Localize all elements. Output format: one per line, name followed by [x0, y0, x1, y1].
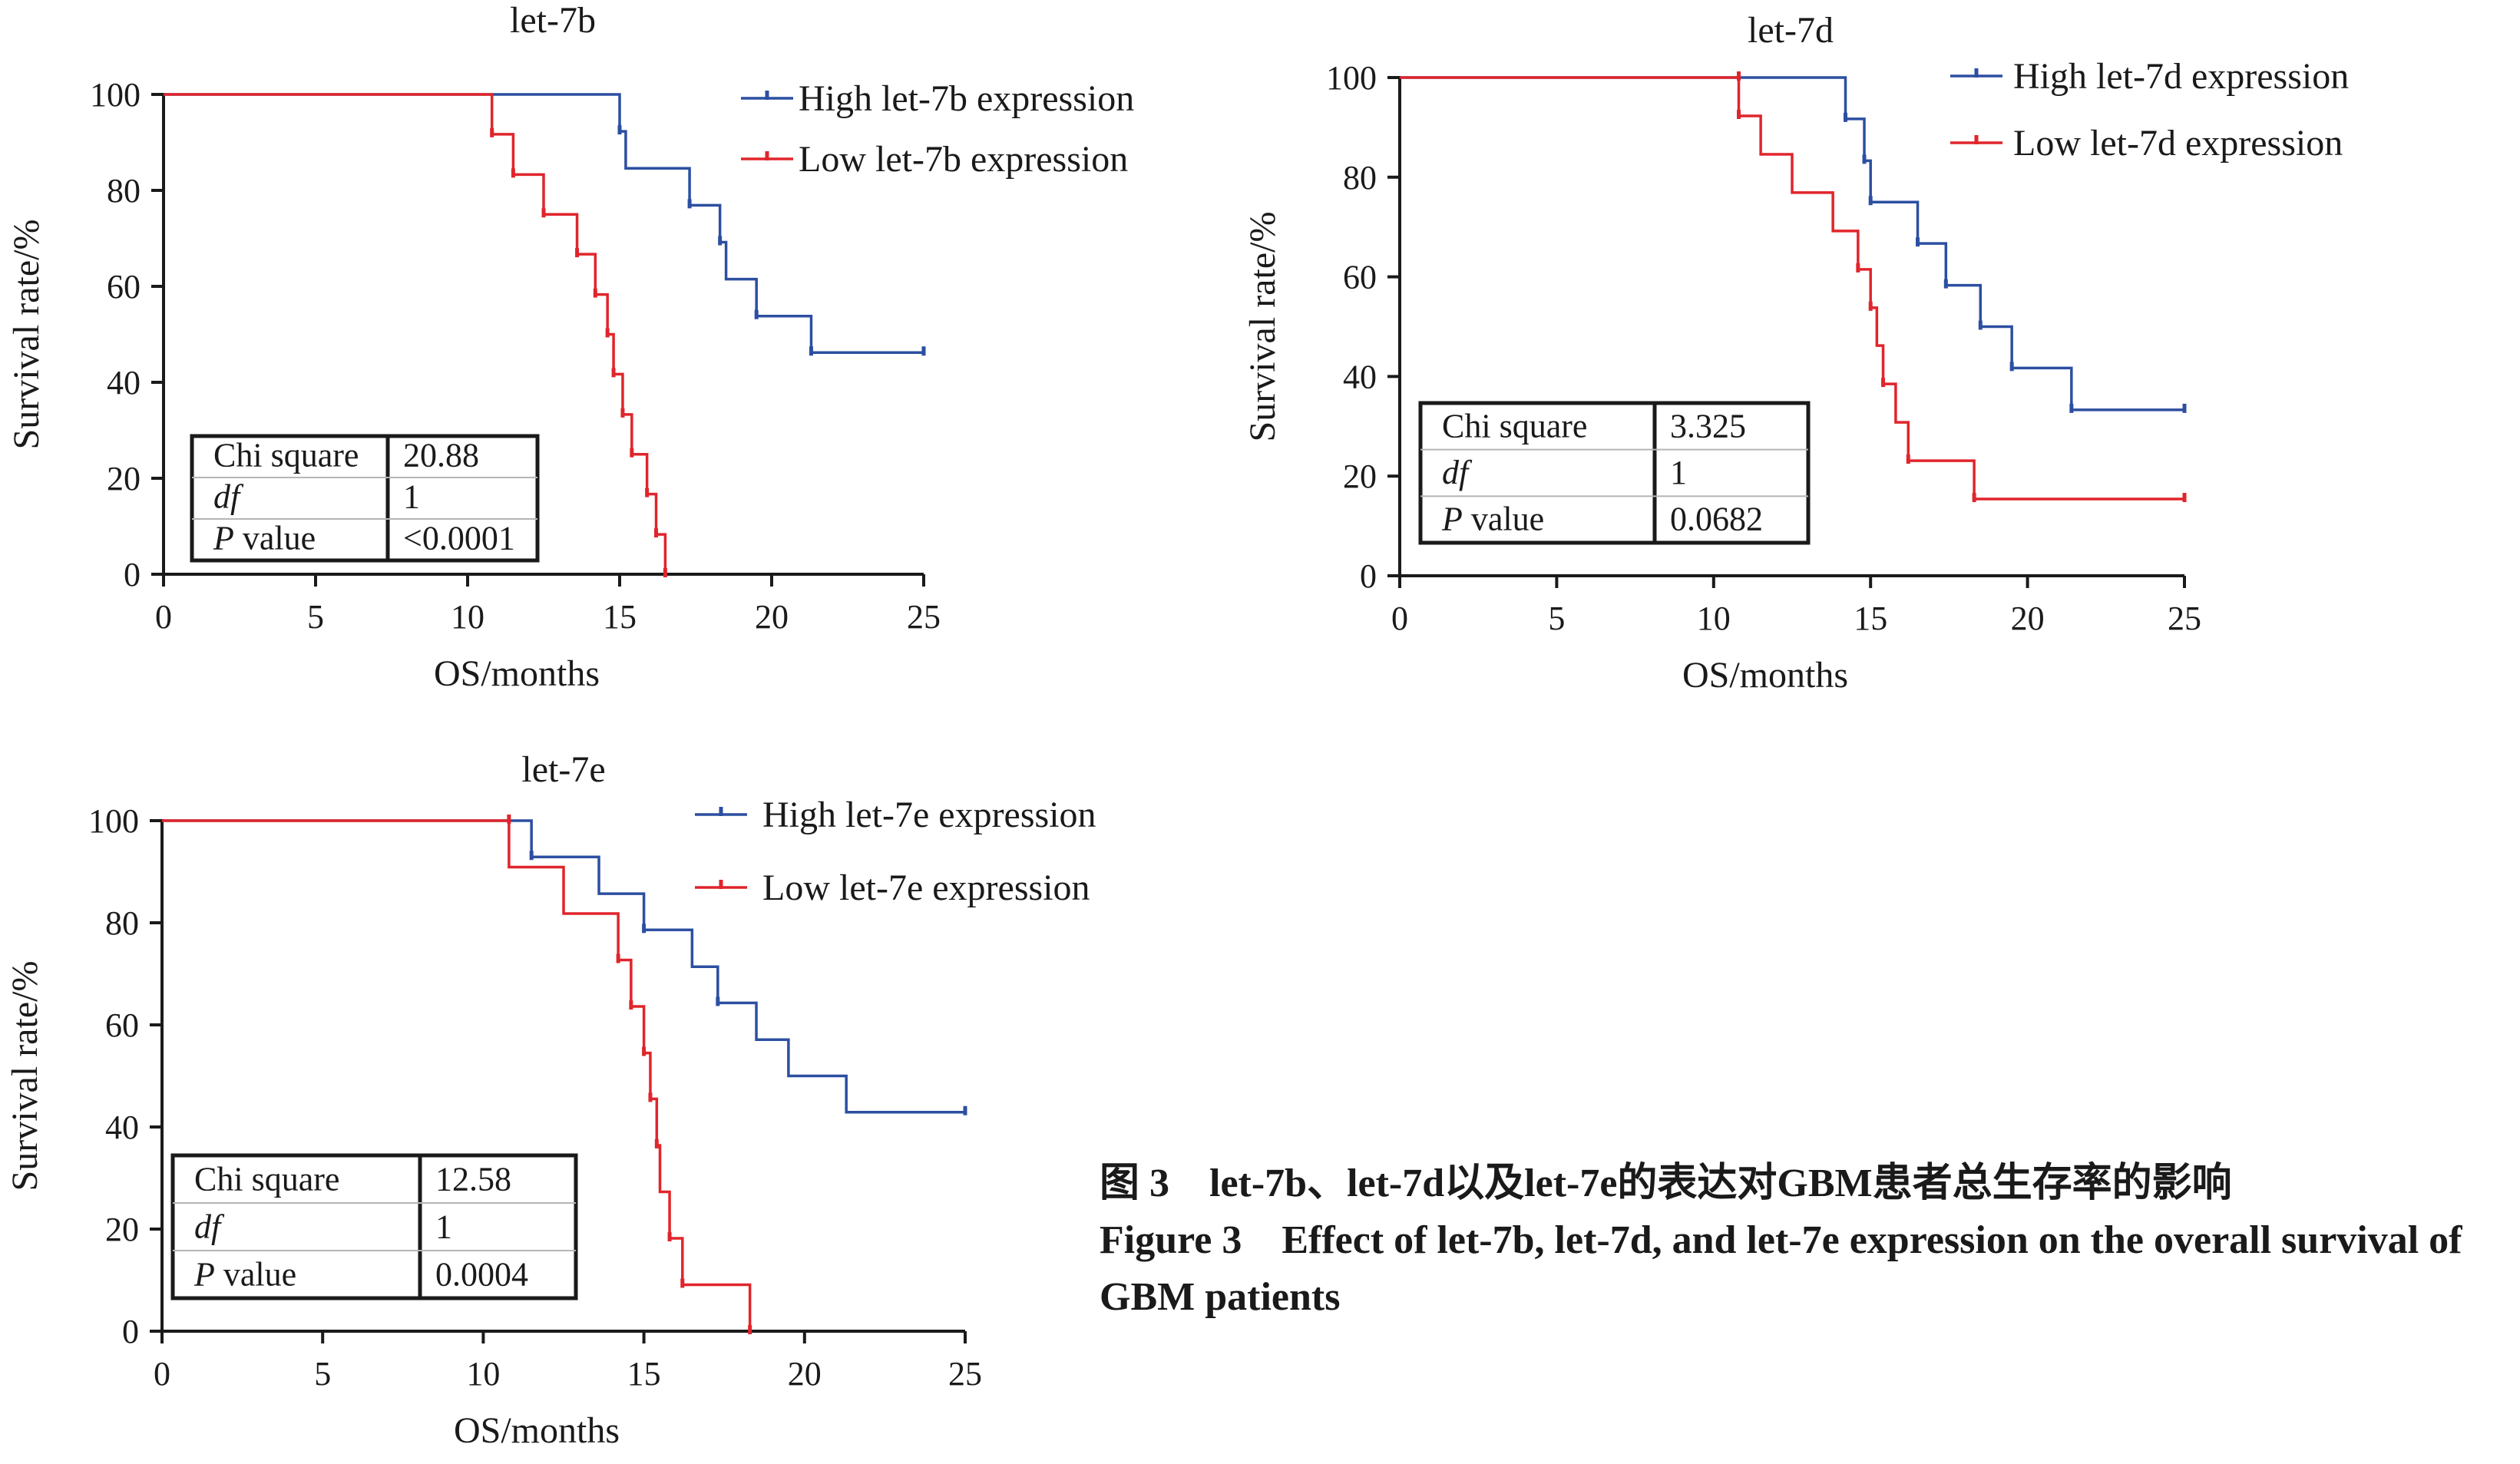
- y-tick-label: 40: [1343, 358, 1377, 395]
- y-tick-label: 20: [107, 460, 141, 497]
- y-tick-label: 0: [122, 1313, 139, 1350]
- stats-row-label: P value: [193, 1255, 296, 1293]
- stats-row-label: Chi square: [194, 1160, 339, 1198]
- stats-row-value: 1: [1670, 454, 1687, 491]
- stats-row-value: 0.0004: [435, 1255, 528, 1293]
- stats-row-value: 20.88: [403, 436, 479, 474]
- y-axis-label: Survival rate/%: [5, 961, 45, 1191]
- x-tick-label: 5: [1548, 600, 1565, 637]
- x-axis-label: OS/months: [454, 1410, 620, 1451]
- x-tick-label: 10: [451, 598, 484, 636]
- x-tick-label: 15: [1854, 600, 1887, 637]
- x-axis-label: OS/months: [1682, 655, 1848, 696]
- y-tick-label: 100: [88, 802, 139, 840]
- km-chart-let-7b: let-7b 0 5 10 15 20 25 0 20 40 60 80 100 OS/months Sur…: [6, 0, 1134, 694]
- y-tick-label: 80: [105, 904, 139, 942]
- stats-row-value: 1: [435, 1208, 452, 1245]
- legend-label-high: High let-7b expression: [799, 78, 1134, 119]
- legend-label-low: Low let-7d expression: [2013, 123, 2343, 164]
- x-tick-label: 25: [2168, 600, 2201, 637]
- chart-title: let-7e: [521, 749, 605, 790]
- figure-caption: 图 3 let-7b、let-7d以及let-7e的表达对GBM患者总生存率的影…: [1100, 1155, 2512, 1326]
- x-tick-label: 0: [1391, 600, 1408, 637]
- x-tick-label: 20: [755, 598, 789, 636]
- x-tick-label: 10: [466, 1355, 500, 1393]
- stats-table: [1418, 401, 1811, 545]
- legend-label-high: High let-7e expression: [762, 795, 1096, 835]
- y-tick-label: 60: [107, 268, 141, 306]
- y-axis-label: Survival rate/%: [1242, 212, 1283, 442]
- y-tick-label: 100: [90, 76, 141, 114]
- y-tick-label: 80: [107, 172, 141, 210]
- legend-label-high: High let-7d expression: [2013, 56, 2349, 97]
- y-tick-label: 60: [105, 1006, 139, 1044]
- stats-table: [170, 1153, 578, 1300]
- caption-english: Figure 3 Effect of let-7b, let-7d, and l…: [1100, 1218, 2462, 1319]
- x-tick-label: 0: [155, 598, 172, 636]
- x-tick-label: 15: [627, 1355, 661, 1393]
- stats-row-label: df: [194, 1208, 225, 1245]
- y-axis-label: Survival rate/%: [6, 220, 47, 450]
- stats-row-label: Chi square: [213, 436, 359, 474]
- x-tick-label: 15: [603, 598, 637, 636]
- stats-row-label: df: [1442, 454, 1473, 491]
- x-tick-label: 0: [154, 1355, 170, 1393]
- y-tick-label: 20: [1343, 458, 1377, 495]
- x-tick-label: 25: [907, 598, 941, 636]
- chart-title: let-7b: [510, 0, 596, 41]
- stats-row-label: Chi square: [1442, 407, 1587, 444]
- stats-row-label: P value: [213, 519, 316, 557]
- stats-row-value: <0.0001: [403, 519, 515, 557]
- stats-row-label: P value: [1441, 501, 1544, 538]
- x-tick-label: 5: [314, 1355, 331, 1393]
- km-chart-let-7d: let-7d 0 5 10 15 20 25 0 20 40 60 80 100 OS/months Sur…: [1242, 10, 2349, 696]
- x-tick-label: 10: [1697, 600, 1731, 637]
- caption-chinese: 图 3 let-7b、let-7d以及let-7e的表达对GBM患者总生存率的影…: [1100, 1162, 2232, 1205]
- y-tick-label: 20: [105, 1211, 139, 1248]
- stats-row-value: 3.325: [1670, 407, 1746, 444]
- y-tick-label: 0: [124, 556, 141, 593]
- y-tick-label: 80: [1343, 159, 1377, 197]
- stats-row-value: 12.58: [435, 1160, 511, 1198]
- y-tick-label: 100: [1326, 59, 1377, 97]
- legend-label-low: Low let-7b expression: [799, 139, 1128, 180]
- x-tick-label: 5: [307, 598, 324, 636]
- series-line-high: [164, 93, 924, 354]
- x-tick-label: 20: [788, 1355, 822, 1393]
- legend-label-low: Low let-7e expression: [762, 867, 1090, 908]
- chart-title: let-7d: [1748, 10, 1834, 51]
- series-line-high: [1400, 76, 2184, 411]
- y-tick-label: 40: [105, 1109, 139, 1146]
- x-tick-label: 20: [2011, 600, 2045, 637]
- x-axis-label: OS/months: [434, 653, 600, 694]
- stats-row-label: df: [213, 478, 244, 515]
- series-line-high: [162, 819, 965, 1114]
- stats-row-value: 0.0682: [1670, 501, 1763, 538]
- series-line-low: [1400, 76, 2184, 501]
- stats-row-value: 1: [403, 478, 420, 515]
- x-tick-label: 25: [948, 1355, 982, 1393]
- stats-table: [190, 434, 540, 563]
- y-tick-label: 60: [1343, 259, 1377, 296]
- y-tick-label: 0: [1360, 557, 1377, 595]
- km-chart-let-7e: let-7e 0 5 10 15 20 25 0 20 40 60 80 100 OS/months Sur…: [5, 749, 1096, 1451]
- series-line-low: [162, 819, 752, 1331]
- y-tick-label: 40: [107, 364, 141, 402]
